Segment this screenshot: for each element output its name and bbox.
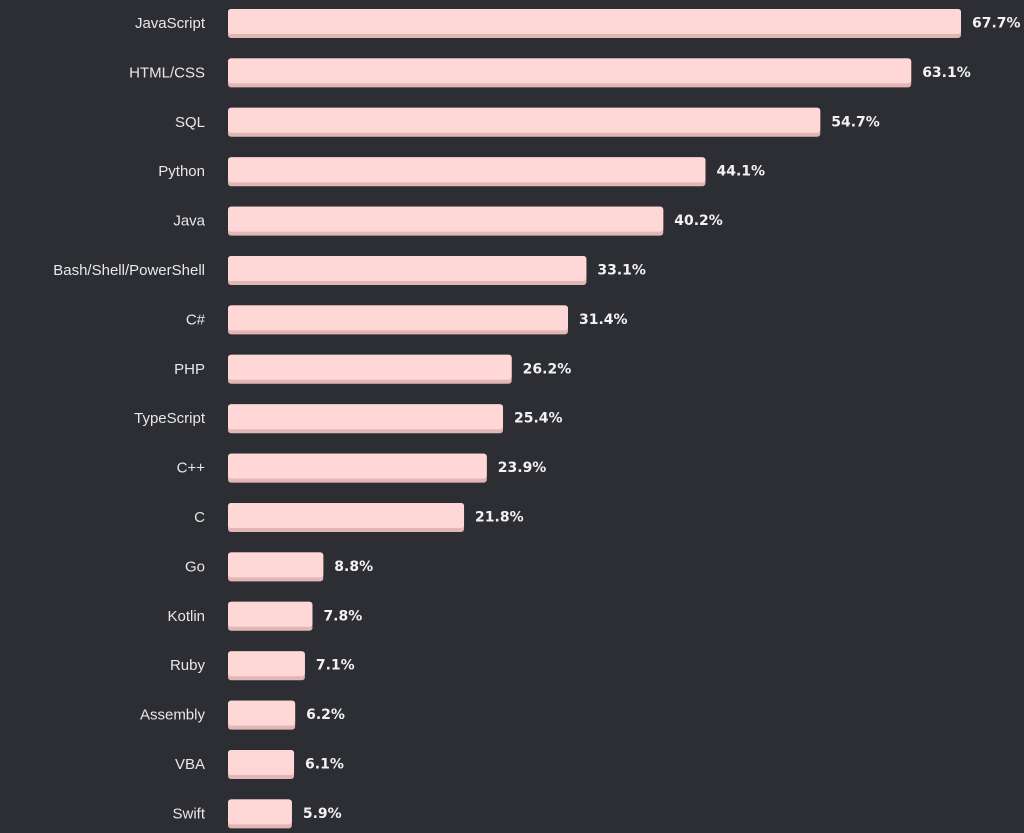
bar: [228, 305, 568, 331]
bar: [228, 799, 292, 825]
bar: [228, 651, 305, 677]
category-label: Python: [158, 163, 205, 180]
bar: [228, 404, 504, 430]
category-label: TypeScript: [134, 410, 206, 427]
category-label: VBA: [175, 756, 205, 773]
value-label: 40.2%: [674, 213, 723, 229]
category-label: Kotlin: [167, 608, 205, 625]
bar: [228, 750, 295, 775]
value-label: 67.7%: [972, 16, 1021, 32]
value-label: 6.2%: [306, 707, 345, 723]
category-label: SQL: [175, 114, 205, 131]
bar-row: C 21.8%: [194, 503, 524, 532]
category-label: C: [194, 509, 205, 526]
value-label: 26.2%: [523, 361, 572, 377]
category-label: C++: [177, 460, 206, 477]
bar-row: PHP 26.2%: [174, 354, 572, 384]
bar-row: HTML/CSS 63.1%: [129, 58, 971, 88]
bar: [228, 107, 821, 133]
bar: [228, 157, 706, 183]
category-label: Java: [173, 213, 205, 230]
bar: [228, 58, 912, 84]
bar: [228, 256, 587, 281]
value-label: 63.1%: [922, 65, 971, 81]
bar-row: C++ 23.9%: [177, 453, 547, 483]
category-label: HTML/CSS: [129, 64, 205, 81]
bar-row: C# 31.4%: [186, 305, 628, 335]
bar: [228, 206, 664, 232]
value-label: 6.1%: [305, 757, 344, 773]
category-label: PHP: [174, 361, 205, 378]
value-label: 5.9%: [303, 806, 342, 822]
bar-row: Ruby 7.1%: [170, 651, 355, 681]
bar-row: VBA 6.1%: [175, 750, 344, 779]
category-label: Bash/Shell/PowerShell: [53, 262, 205, 279]
category-label: Swift: [172, 805, 205, 822]
category-label: Go: [185, 558, 205, 575]
value-label: 7.8%: [323, 608, 362, 624]
category-label: Assembly: [140, 707, 206, 724]
bar-row: SQL 54.7%: [175, 107, 880, 137]
value-label: 31.4%: [579, 312, 628, 328]
bar: [228, 601, 313, 627]
bar: [228, 700, 296, 726]
value-label: 25.4%: [514, 411, 563, 427]
value-label: 54.7%: [831, 114, 880, 130]
bar-row: Python 44.1%: [158, 157, 765, 187]
category-label: Ruby: [170, 657, 206, 674]
value-label: 8.8%: [334, 559, 373, 575]
value-label: 44.1%: [716, 164, 765, 180]
bar: [228, 503, 465, 528]
value-label: 23.9%: [498, 460, 547, 476]
bar-row: Bash/Shell/PowerShell 33.1%: [53, 256, 646, 285]
bar: [228, 552, 324, 578]
category-label: JavaScript: [135, 15, 206, 32]
bar: [228, 9, 961, 34]
value-label: 33.1%: [597, 263, 646, 279]
bar-row: Swift 5.9%: [172, 799, 342, 829]
bar: [228, 453, 487, 479]
bar-row: Assembly 6.2%: [140, 700, 345, 730]
bar: [228, 354, 512, 380]
category-label: C#: [186, 311, 206, 328]
bar-row: JavaScript 67.7%: [135, 9, 1021, 38]
bar-row: TypeScript 25.4%: [134, 404, 563, 434]
value-label: 21.8%: [475, 510, 524, 526]
bar-row: Go 8.8%: [185, 552, 373, 582]
value-label: 7.1%: [316, 658, 355, 674]
bar-row: Kotlin 7.8%: [167, 601, 362, 631]
bar-row: Java 40.2%: [173, 206, 723, 236]
